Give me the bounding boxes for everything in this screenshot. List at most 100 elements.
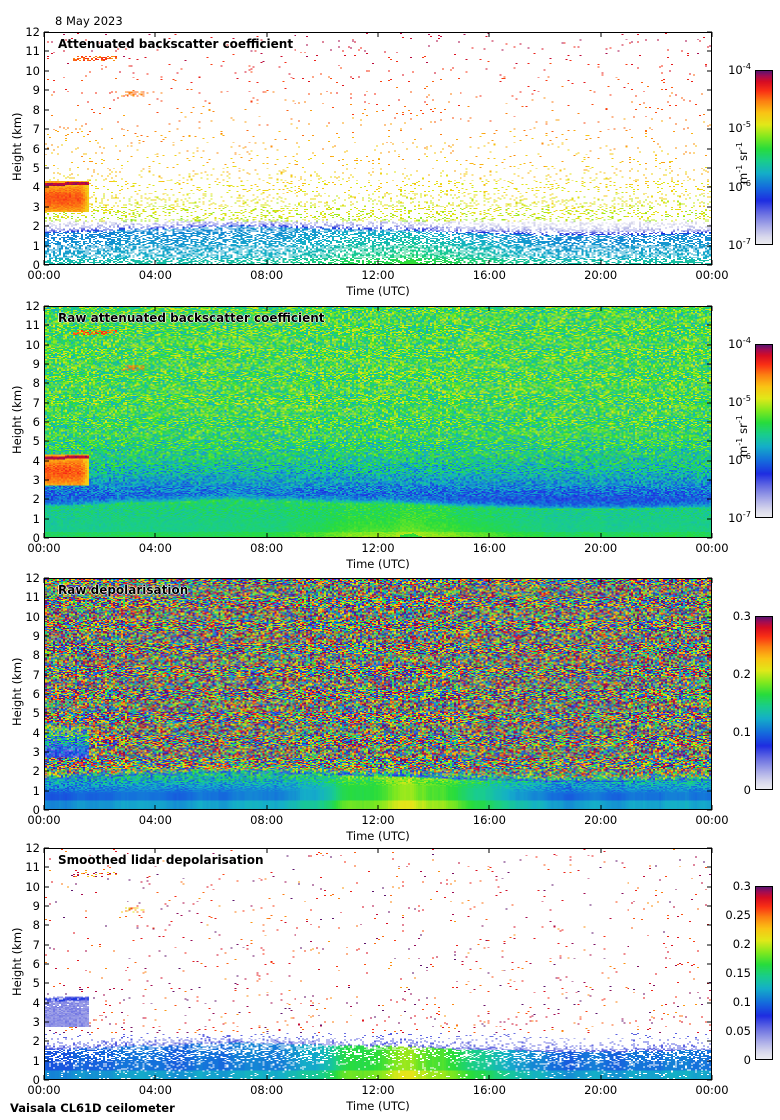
ytick-label: 1 [32, 783, 40, 798]
xtick-mark [377, 578, 379, 583]
ytick-mark [707, 654, 712, 656]
ytick-mark [44, 770, 49, 772]
panel-smoothed-lidar-depolarisation: Smoothed lidar depolarisation 0 1 2 3 4 5 6 7 8 9 1… [10, 841, 773, 1113]
xtick-label: 00:00 [27, 268, 61, 282]
xtick-mark [43, 578, 45, 583]
ytick-mark [707, 518, 712, 520]
xtick-label: 20:00 [584, 268, 618, 282]
xtick-label: 00:00 [695, 541, 729, 555]
xtick-mark [600, 578, 602, 583]
xtick-mark [600, 848, 602, 853]
ytick-label: 0 [32, 531, 40, 545]
ytick-mark [44, 460, 49, 462]
panel-title-raw-depolarisation: Raw depolarisation [58, 583, 189, 597]
ytick-label: 0 [32, 803, 40, 817]
xtick-mark [711, 805, 713, 810]
xtick-label: 04:00 [138, 268, 172, 282]
ytick-mark [44, 537, 49, 539]
x-axis-label: Time (UTC) [346, 829, 410, 843]
colorbar-tick-label: 10-7 [728, 236, 751, 252]
ytick-mark [707, 421, 712, 423]
xtick-mark [711, 533, 713, 538]
ytick-mark [707, 89, 712, 91]
ytick-mark [707, 50, 712, 52]
xtick-mark [266, 1075, 268, 1080]
xtick-mark [600, 805, 602, 810]
xtick-mark [266, 306, 268, 311]
ytick-label: 0 [32, 258, 40, 272]
ytick-label: 2 [32, 1034, 40, 1049]
ytick-label: 8 [32, 648, 40, 663]
ytick-mark [44, 518, 49, 520]
ytick-mark [707, 732, 712, 734]
xtick-label: 00:00 [27, 541, 61, 555]
xtick-label: 12:00 [361, 1083, 395, 1097]
colorbar-tick-label: 10-4 [728, 335, 751, 351]
xtick-label: 08:00 [250, 813, 284, 827]
xtick-mark [154, 533, 156, 538]
xtick-mark [154, 848, 156, 853]
xtick-mark [377, 805, 379, 810]
ytick-mark [707, 245, 712, 247]
ytick-mark [707, 1040, 712, 1042]
xtick-mark [488, 805, 490, 810]
ytick-mark [44, 402, 49, 404]
ytick-label: 7 [32, 667, 40, 682]
colorbar-tick-label: 0.3 [732, 879, 751, 893]
xtick-mark [711, 306, 713, 311]
ytick-mark [707, 674, 712, 676]
ytick-mark [707, 344, 712, 346]
xtick-mark [154, 32, 156, 37]
ytick-label: 6 [32, 415, 40, 429]
ytick-label: 11 [25, 318, 40, 333]
plot-area-smoothed-lidar-depolarisation [44, 848, 712, 1080]
colorbar-tick-label: 10-5 [728, 119, 751, 136]
ytick-mark [707, 635, 712, 637]
ytick-mark [44, 654, 49, 656]
colorbar-attenuated-backscatter [755, 70, 773, 245]
ytick-label: 10 [25, 63, 40, 78]
xtick-mark [488, 32, 490, 37]
colorbar-tick-label: 0 [743, 1053, 751, 1067]
ytick-label: 5 [32, 434, 40, 449]
ytick-label: 12 [25, 25, 40, 39]
xtick-mark [154, 805, 156, 810]
xtick-label: 16:00 [472, 268, 506, 282]
ytick-label: 7 [32, 937, 40, 952]
ytick-label: 7 [32, 122, 40, 137]
colorbar-smoothed-lidar-depolarisation [755, 886, 773, 1060]
ytick-label: 8 [32, 102, 40, 117]
ytick-mark [44, 577, 49, 579]
ytick-label: 2 [32, 492, 40, 507]
panel-raw-depolarisation: Raw depolarisation 0 1 2 3 4 5 6 7 8 9 10 11 12 00:00 0… [10, 571, 773, 843]
panel-title-raw-attenuated-backscatter: Raw attenuated backscatter coefficient [58, 311, 325, 325]
ytick-mark [44, 674, 49, 676]
ytick-label: 12 [25, 571, 40, 585]
xtick-mark [43, 1075, 45, 1080]
ytick-label: 9 [32, 899, 40, 913]
colorbar-raw-depolarisation [755, 616, 773, 790]
ytick-mark [707, 924, 712, 926]
ytick-mark [707, 905, 712, 907]
xtick-mark [266, 260, 268, 265]
xtick-label: 08:00 [250, 268, 284, 282]
plot-area-attenuated-backscatter [44, 32, 712, 265]
xtick-label: 20:00 [584, 813, 618, 827]
ytick-mark [707, 751, 712, 753]
xtick-mark [43, 533, 45, 538]
data-image-raw-depolarisation [45, 579, 711, 809]
xtick-label: 16:00 [472, 541, 506, 555]
colorbar-tick-label: 10-6 [728, 177, 751, 194]
ytick-mark [44, 1060, 49, 1062]
xtick-mark [488, 260, 490, 265]
plot-area-raw-attenuated-backscatter [44, 306, 712, 538]
xtick-mark [266, 533, 268, 538]
data-image-raw-attenuated-backscatter [45, 307, 711, 537]
xtick-mark [600, 32, 602, 37]
ytick-label: 4 [32, 453, 40, 468]
ytick-mark [707, 206, 712, 208]
ytick-mark [707, 790, 712, 792]
ytick-mark [44, 1002, 49, 1004]
xtick-mark [154, 1075, 156, 1080]
colorbar-tick-label: 0 [743, 783, 751, 797]
